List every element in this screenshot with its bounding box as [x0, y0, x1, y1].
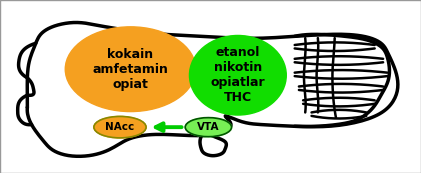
Text: VTA: VTA — [197, 122, 220, 132]
Ellipse shape — [189, 35, 286, 115]
Text: NAcc: NAcc — [105, 122, 135, 132]
Text: kokain
amfetamin
opiat: kokain amfetamin opiat — [93, 48, 168, 91]
Circle shape — [185, 118, 232, 137]
Circle shape — [94, 116, 146, 138]
Ellipse shape — [65, 27, 196, 112]
Text: etanol
nikotin
opiatlar
THC: etanol nikotin opiatlar THC — [210, 46, 265, 104]
